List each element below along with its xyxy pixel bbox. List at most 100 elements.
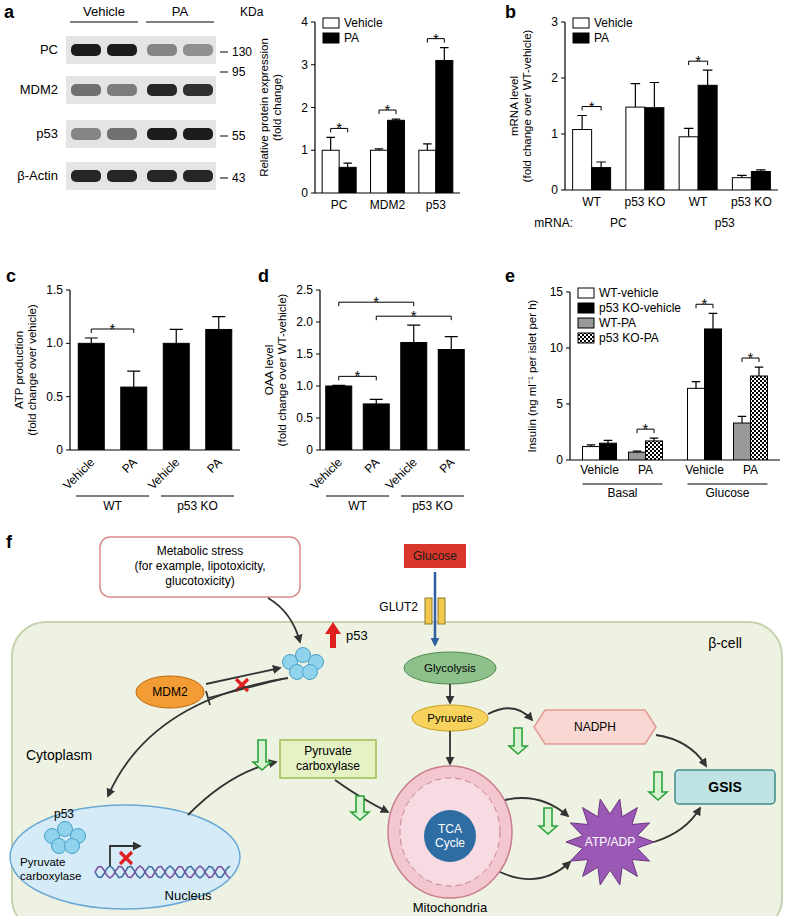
marker-tick [220, 52, 228, 53]
bar [326, 386, 352, 450]
mdm2 [136, 676, 204, 708]
y-tick [316, 354, 320, 355]
y-tick-label: 5 [556, 397, 563, 411]
y-tick-label: 10 [550, 341, 564, 355]
bar [734, 423, 751, 460]
figure: aVehiclePAPCMDM2p53β-ActinKDa13095554301… [0, 0, 788, 916]
y-tick [566, 348, 570, 349]
y-tick [316, 450, 320, 451]
inhibition [206, 679, 282, 705]
group-label: PC [610, 216, 627, 230]
decrease-arrow [253, 740, 271, 770]
y-tick [311, 22, 315, 23]
bar [679, 137, 698, 190]
chart: c00.51.01.5ATP production(fold change ov… [6, 266, 240, 513]
error-bar [375, 149, 384, 150]
error-bar [596, 162, 606, 168]
legend-label: p53 KO-vehicle [599, 301, 681, 315]
dna [95, 866, 230, 878]
band [183, 84, 213, 96]
x-tick-label: PA [204, 455, 225, 476]
stress-text: (for example, lipotoxicity, [134, 559, 265, 573]
y-tick-label: 1.0 [46, 336, 63, 350]
y-tick-label: 0 [556, 453, 563, 467]
y-axis-label: (fold change) [271, 74, 283, 141]
significance-label: * [589, 98, 595, 115]
x-tick-label: p53 KO [625, 195, 666, 209]
y-tick [311, 150, 315, 151]
band [183, 128, 213, 140]
x-tick-label: WT [582, 195, 601, 209]
nucleus-label: Nucleus [165, 888, 212, 903]
error-bar [423, 144, 432, 150]
bar [401, 342, 427, 450]
mitochondria-label: Mitochondria [413, 900, 488, 915]
arrow [449, 684, 451, 703]
band [107, 128, 137, 140]
chart: d00.51.01.52.02.5OAA level(fold change o… [258, 266, 470, 513]
bar [339, 167, 356, 193]
error-bar [370, 399, 383, 403]
bar [388, 120, 405, 193]
blot-strip [66, 76, 216, 104]
bar [698, 85, 717, 190]
glycolysis-label: Glycolysis [424, 662, 476, 674]
y-axis-label: (fold change over vehicle) [26, 304, 38, 436]
y-tick [316, 290, 320, 291]
panel-label: b [505, 2, 516, 22]
group-line [161, 496, 234, 497]
band [107, 170, 137, 182]
error-bar [85, 338, 98, 343]
bar [573, 130, 592, 190]
bar [206, 329, 232, 450]
legend-label: PA [594, 31, 609, 45]
y-tick [66, 290, 70, 291]
legend-swatch [573, 33, 589, 43]
bar [646, 441, 663, 460]
band [107, 44, 137, 56]
error-bar [650, 82, 660, 107]
band [71, 44, 101, 56]
bar [363, 404, 389, 450]
error-bar [631, 84, 641, 108]
bar [732, 178, 751, 190]
block-mark [120, 852, 132, 864]
blot-strip [66, 36, 216, 64]
category-line [583, 484, 663, 485]
marker-label: 55 [232, 129, 246, 143]
band [147, 44, 177, 56]
cell-label: β-cell [708, 635, 742, 651]
legend-swatch [323, 18, 339, 28]
y-tick-label: 1.5 [296, 347, 313, 361]
bar [751, 172, 770, 190]
x-tick-label: Glucose [705, 486, 749, 500]
blot-strip [66, 162, 216, 190]
pyruvate [412, 705, 488, 731]
arrow [268, 598, 300, 642]
significance-label: * [695, 52, 701, 69]
y-tick [66, 343, 70, 344]
bar [688, 388, 705, 460]
error-bar [684, 128, 694, 136]
bar [629, 452, 646, 460]
arrow [488, 708, 532, 720]
bar [163, 343, 189, 450]
y-axis-label: (fold change over WT-vehicle) [521, 29, 533, 182]
decrease-arrow [509, 728, 527, 754]
y-axis-label: ATP production [13, 331, 25, 409]
bar [78, 343, 104, 450]
y-axis [319, 290, 320, 450]
y-axis-label: OAA level [263, 345, 275, 396]
marker-label: 130 [232, 45, 252, 59]
y-tick [311, 193, 315, 194]
legend-label: WT-vehicle [599, 286, 659, 300]
legend-label: Vehicle [344, 16, 383, 30]
atp-label: ATP/ADP [585, 835, 635, 849]
error-bar [577, 116, 587, 130]
error-bar [326, 137, 335, 150]
panel-label: c [6, 266, 16, 286]
tca-label: TCA [438, 822, 462, 836]
transcription-arrow [110, 846, 140, 866]
marker-tick [220, 136, 228, 137]
y-tick-label: 1 [301, 143, 308, 157]
